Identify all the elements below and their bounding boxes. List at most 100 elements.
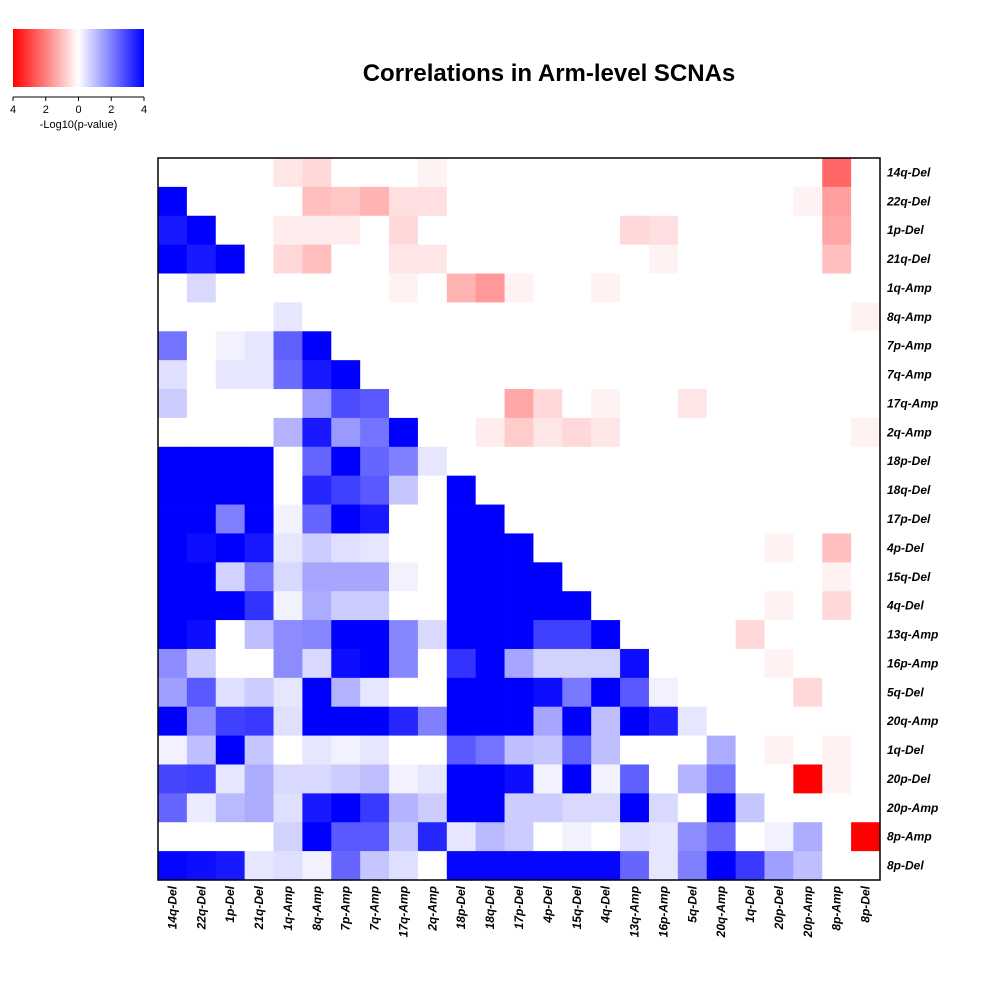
- heatmap-cell: [677, 475, 708, 505]
- y-axis-label: 8q-Amp: [887, 310, 932, 324]
- heatmap-cell: [417, 764, 448, 794]
- heatmap-cell: [360, 446, 390, 477]
- heatmap-cell: [158, 331, 188, 361]
- heatmap-cell: [389, 533, 419, 563]
- y-axis-label: 20q-Amp: [886, 714, 938, 728]
- x-axis-label: 4p-Del: [541, 885, 555, 923]
- heatmap-cell: [648, 504, 679, 534]
- heatmap-cell: [417, 389, 448, 419]
- heatmap-cell: [360, 302, 390, 332]
- heatmap-cell: [504, 215, 534, 246]
- heatmap-cell: [360, 764, 390, 794]
- heatmap-cell: [562, 360, 592, 390]
- heatmap-cell: [389, 620, 419, 650]
- heatmap-cell: [851, 706, 881, 736]
- heatmap-cell: [389, 331, 419, 361]
- heatmap-cell: [648, 793, 679, 823]
- heatmap-cell: [822, 475, 852, 505]
- y-axis-label: 18q-Del: [887, 483, 931, 497]
- heatmap-cell: [735, 851, 765, 881]
- heatmap-cell: [793, 360, 823, 390]
- heatmap-cell: [648, 591, 679, 621]
- heatmap-cell: [504, 331, 534, 361]
- heatmap-cell: [533, 360, 563, 390]
- x-axis-label: 20p-Del: [772, 885, 786, 930]
- y-axis-label: 5q-Del: [887, 685, 924, 699]
- heatmap-cell: [764, 244, 794, 274]
- heatmap-cell: [244, 158, 274, 188]
- heatmap-cell: [158, 475, 188, 505]
- heatmap-cell: [620, 360, 650, 390]
- x-axis-label: 1p-Del: [223, 885, 237, 922]
- heatmap-cell: [648, 446, 679, 477]
- heatmap-cell: [389, 360, 419, 390]
- heatmap-cell: [793, 764, 823, 794]
- heatmap-cell: [475, 475, 505, 505]
- heatmap-cell: [331, 504, 361, 534]
- heatmap-cell: [273, 504, 303, 534]
- heatmap-cell: [273, 591, 303, 621]
- heatmap-cell: [302, 677, 332, 708]
- heatmap-cell: [504, 648, 534, 679]
- heatmap-cell: [706, 504, 736, 534]
- heatmap-cell: [706, 735, 736, 765]
- heatmap-cell: [562, 764, 592, 794]
- heatmap-cell: [677, 562, 708, 592]
- heatmap-cell: [620, 186, 650, 217]
- heatmap-cell: [764, 735, 794, 765]
- heatmap-cell: [186, 215, 217, 246]
- heatmap-cell: [591, 735, 621, 765]
- y-axis-label: 18p-Del: [887, 454, 931, 468]
- heatmap-cell: [677, 504, 708, 534]
- heatmap-cell: [591, 562, 621, 592]
- heatmap-cell: [302, 331, 332, 361]
- heatmap-cell: [822, 648, 852, 679]
- heatmap-cell: [273, 706, 303, 736]
- heatmap-cell: [417, 186, 448, 217]
- heatmap-cell: [389, 504, 419, 534]
- heatmap-cell: [446, 533, 477, 563]
- x-axis-label: 18q-Del: [483, 885, 497, 929]
- heatmap-cell: [389, 158, 419, 188]
- heatmap-cell: [620, 706, 650, 736]
- heatmap-cell: [533, 504, 563, 534]
- heatmap-cell: [533, 677, 563, 708]
- heatmap-cell: [822, 533, 852, 563]
- heatmap-cell: [244, 417, 274, 448]
- heatmap-cell: [764, 215, 794, 246]
- heatmap-cell: [706, 822, 736, 852]
- heatmap-cell: [360, 793, 390, 823]
- heatmap-cell: [417, 417, 448, 448]
- heatmap-cell: [273, 186, 303, 217]
- heatmap-cell: [620, 244, 650, 274]
- heatmap-cell: [158, 822, 188, 852]
- heatmap-cell: [417, 446, 448, 477]
- heatmap-cell: [446, 158, 477, 188]
- heatmap-cell: [331, 793, 361, 823]
- heatmap-cell: [735, 677, 765, 708]
- heatmap-cell: [851, 822, 881, 852]
- heatmap-cell: [822, 331, 852, 361]
- heatmap-cell: [360, 273, 390, 303]
- heatmap-cell: [562, 417, 592, 448]
- heatmap-cell: [331, 648, 361, 679]
- heatmap-cell: [475, 273, 505, 303]
- heatmap-cell: [504, 302, 534, 332]
- heatmap-cell: [504, 591, 534, 621]
- heatmap-cell: [389, 417, 419, 448]
- heatmap-cell: [677, 158, 708, 188]
- heatmap-cell: [417, 648, 448, 679]
- heatmap-cell: [446, 215, 477, 246]
- heatmap-cell: [735, 822, 765, 852]
- heatmap-cell: [735, 562, 765, 592]
- heatmap-cell: [215, 822, 246, 852]
- heatmap-cell: [158, 158, 188, 188]
- heatmap-cell: [186, 648, 217, 679]
- heatmap-cell: [475, 562, 505, 592]
- heatmap-cell: [504, 822, 534, 852]
- heatmap-cell: [591, 244, 621, 274]
- heatmap-cell: [562, 533, 592, 563]
- heatmap-cell: [244, 360, 274, 390]
- heatmap-cell: [706, 302, 736, 332]
- heatmap-cell: [360, 648, 390, 679]
